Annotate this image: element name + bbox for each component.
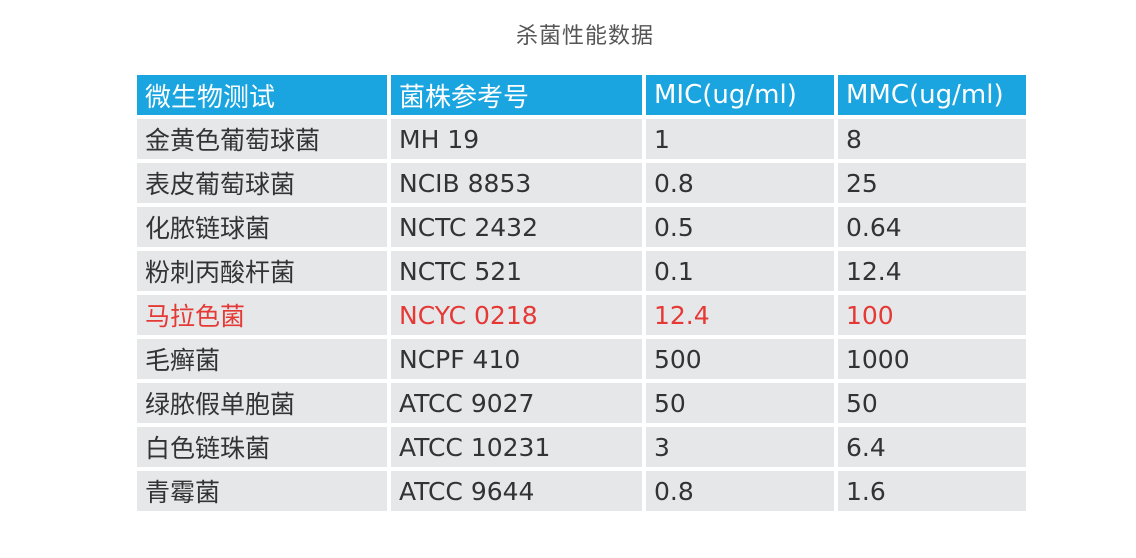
table-row: 绿脓假单胞菌 ATCC 9027 50 50 xyxy=(137,383,1026,423)
table-row: 化脓链球菌 NCTC 2432 0.5 0.64 xyxy=(137,207,1026,247)
cell-organism: 马拉色菌 xyxy=(137,295,387,335)
cell-strain: NCTC 2432 xyxy=(391,207,642,247)
cell-mic: 3 xyxy=(646,427,834,467)
cell-mmc: 6.4 xyxy=(838,427,1026,467)
cell-strain: NCIB 8853 xyxy=(391,163,642,203)
header-organism: 微生物测试 xyxy=(137,75,387,115)
cell-strain: ATCC 9644 xyxy=(391,471,642,511)
page-title: 杀菌性能数据 xyxy=(515,24,654,49)
header-mic: MIC(ug/ml) xyxy=(646,75,834,115)
cell-mic: 0.1 xyxy=(646,251,834,291)
cell-mmc: 100 xyxy=(838,295,1026,335)
table-row: 白色链珠菌 ATCC 10231 3 6.4 xyxy=(137,427,1026,467)
cell-organism: 表皮葡萄球菌 xyxy=(137,163,387,203)
table-body: 金黄色葡萄球菌 MH 19 1 8 表皮葡萄球菌 NCIB 8853 0.8 2… xyxy=(137,119,1026,511)
cell-organism: 金黄色葡萄球菌 xyxy=(137,119,387,159)
table-header-row: 微生物测试 菌株参考号 MIC(ug/ml) MMC(ug/ml) xyxy=(137,75,1026,115)
cell-strain: NCPF 410 xyxy=(391,339,642,379)
cell-organism: 白色链珠菌 xyxy=(137,427,387,467)
cell-mmc: 1.6 xyxy=(838,471,1026,511)
table-row: 粉刺丙酸杆菌 NCTC 521 0.1 12.4 xyxy=(137,251,1026,291)
cell-organism: 化脓链球菌 xyxy=(137,207,387,247)
cell-organism: 毛癣菌 xyxy=(137,339,387,379)
cell-strain: MH 19 xyxy=(391,119,642,159)
cell-mic: 1 xyxy=(646,119,834,159)
cell-mic: 12.4 xyxy=(646,295,834,335)
cell-strain: ATCC 10231 xyxy=(391,427,642,467)
table-row: 青霉菌 ATCC 9644 0.8 1.6 xyxy=(137,471,1026,511)
table-row-highlighted: 马拉色菌 NCYC 0218 12.4 100 xyxy=(137,295,1026,335)
cell-mmc: 0.64 xyxy=(838,207,1026,247)
cell-mmc: 50 xyxy=(838,383,1026,423)
cell-mic: 0.5 xyxy=(646,207,834,247)
cell-mic: 500 xyxy=(646,339,834,379)
cell-mic: 50 xyxy=(646,383,834,423)
cell-mmc: 25 xyxy=(838,163,1026,203)
cell-organism: 绿脓假单胞菌 xyxy=(137,383,387,423)
cell-organism: 青霉菌 xyxy=(137,471,387,511)
table-row: 表皮葡萄球菌 NCIB 8853 0.8 25 xyxy=(137,163,1026,203)
header-strain: 菌株参考号 xyxy=(391,75,642,115)
cell-mic: 0.8 xyxy=(646,163,834,203)
antibacterial-data-table: 微生物测试 菌株参考号 MIC(ug/ml) MMC(ug/ml) 金黄色葡萄球… xyxy=(133,71,1030,515)
cell-organism: 粉刺丙酸杆菌 xyxy=(137,251,387,291)
table-row: 金黄色葡萄球菌 MH 19 1 8 xyxy=(137,119,1026,159)
cell-mmc: 1000 xyxy=(838,339,1026,379)
cell-mmc: 8 xyxy=(838,119,1026,159)
cell-strain: NCTC 521 xyxy=(391,251,642,291)
table-row: 毛癣菌 NCPF 410 500 1000 xyxy=(137,339,1026,379)
cell-mic: 0.8 xyxy=(646,471,834,511)
cell-mmc: 12.4 xyxy=(838,251,1026,291)
cell-strain: ATCC 9027 xyxy=(391,383,642,423)
header-mmc: MMC(ug/ml) xyxy=(838,75,1026,115)
cell-strain: NCYC 0218 xyxy=(391,295,642,335)
